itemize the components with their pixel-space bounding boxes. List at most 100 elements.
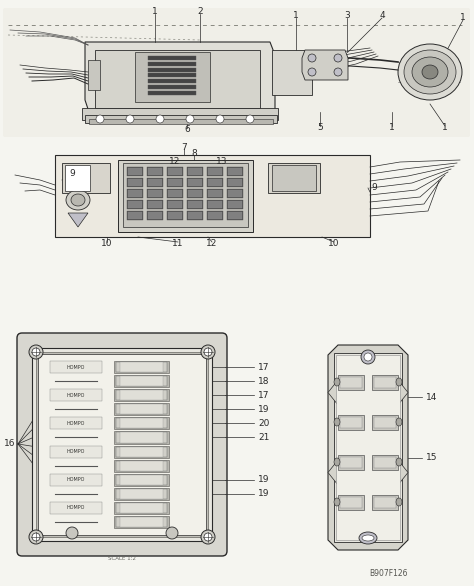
Bar [372, 415, 398, 430]
Bar [120, 432, 163, 442]
Bar [120, 376, 163, 386]
Bar [116, 517, 167, 527]
Bar [208, 179, 222, 186]
Ellipse shape [166, 527, 178, 539]
Text: 7.5: 7.5 [379, 498, 391, 506]
Ellipse shape [422, 65, 438, 79]
Ellipse shape [334, 498, 340, 506]
Bar [338, 375, 364, 390]
Bar [207, 200, 223, 209]
Text: 7: 7 [181, 142, 187, 152]
Text: 1: 1 [460, 13, 466, 22]
Ellipse shape [362, 535, 374, 541]
Bar [167, 200, 183, 209]
Ellipse shape [359, 532, 377, 544]
Text: 1: 1 [152, 6, 158, 15]
Text: SCALE 1:2: SCALE 1:2 [108, 557, 136, 561]
Text: 14: 14 [426, 393, 438, 401]
Bar [135, 52, 210, 102]
Text: 10: 10 [101, 240, 113, 248]
Bar [123, 163, 248, 227]
Text: НОМРО: НОМРО [67, 449, 85, 454]
Text: 19: 19 [258, 489, 270, 498]
Ellipse shape [364, 353, 372, 361]
Text: 9: 9 [69, 169, 75, 179]
Bar [340, 497, 362, 508]
Bar [36, 352, 208, 537]
Polygon shape [398, 460, 408, 485]
Ellipse shape [308, 54, 316, 62]
Bar [340, 377, 362, 388]
Text: 10: 10 [328, 240, 340, 248]
Bar [272, 50, 312, 95]
Text: 13: 13 [216, 158, 228, 166]
Bar [168, 201, 182, 208]
Bar [228, 212, 242, 219]
Bar [95, 50, 260, 108]
Bar [372, 455, 398, 470]
Bar [168, 190, 182, 197]
FancyBboxPatch shape [17, 333, 227, 556]
Bar [116, 390, 167, 400]
Bar [147, 189, 163, 198]
Bar [374, 377, 396, 388]
Bar [128, 212, 142, 219]
Ellipse shape [216, 115, 224, 123]
Polygon shape [85, 42, 275, 115]
Ellipse shape [66, 527, 78, 539]
Bar [188, 168, 202, 175]
Bar [340, 417, 362, 428]
Bar [148, 73, 196, 77]
Text: НОМРО: НОМРО [67, 393, 85, 398]
Ellipse shape [334, 54, 342, 62]
Bar [116, 418, 167, 428]
Bar [55, 155, 370, 237]
Ellipse shape [334, 418, 340, 426]
Bar [148, 85, 196, 89]
Bar [114, 361, 169, 373]
Text: 3: 3 [344, 11, 350, 19]
Ellipse shape [334, 458, 340, 466]
Bar [128, 179, 142, 186]
Text: 21: 21 [258, 433, 269, 442]
Bar [168, 179, 182, 186]
Text: 1: 1 [293, 11, 299, 19]
Ellipse shape [308, 68, 316, 76]
Bar [116, 432, 167, 442]
Bar [127, 200, 143, 209]
Bar [127, 189, 143, 198]
Bar [116, 447, 167, 456]
Bar [208, 201, 222, 208]
Bar [120, 447, 163, 456]
Text: 17: 17 [258, 391, 270, 400]
Text: НОМРО: НОМРО [67, 421, 85, 426]
Text: 17: 17 [258, 363, 270, 372]
Bar [334, 353, 402, 542]
Bar [120, 503, 163, 513]
Text: 7.5: 7.5 [379, 458, 391, 466]
Bar [272, 165, 316, 191]
Text: 5: 5 [348, 377, 354, 387]
Text: 5: 5 [383, 417, 387, 427]
Bar [114, 389, 169, 401]
Bar [120, 517, 163, 527]
Bar [227, 167, 243, 176]
Text: 7.5: 7.5 [345, 458, 357, 466]
Text: 18: 18 [258, 377, 270, 386]
Bar [187, 178, 203, 187]
Polygon shape [328, 345, 408, 550]
Ellipse shape [361, 350, 375, 364]
Text: 12: 12 [206, 240, 218, 248]
Ellipse shape [396, 418, 402, 426]
Bar [372, 495, 398, 510]
Bar [127, 211, 143, 220]
Bar [114, 459, 169, 472]
Ellipse shape [204, 348, 212, 356]
Bar [268, 163, 320, 193]
Bar [228, 179, 242, 186]
Bar [38, 354, 206, 535]
Polygon shape [302, 50, 348, 80]
Bar [116, 489, 167, 499]
Bar [120, 489, 163, 499]
Bar [338, 455, 364, 470]
